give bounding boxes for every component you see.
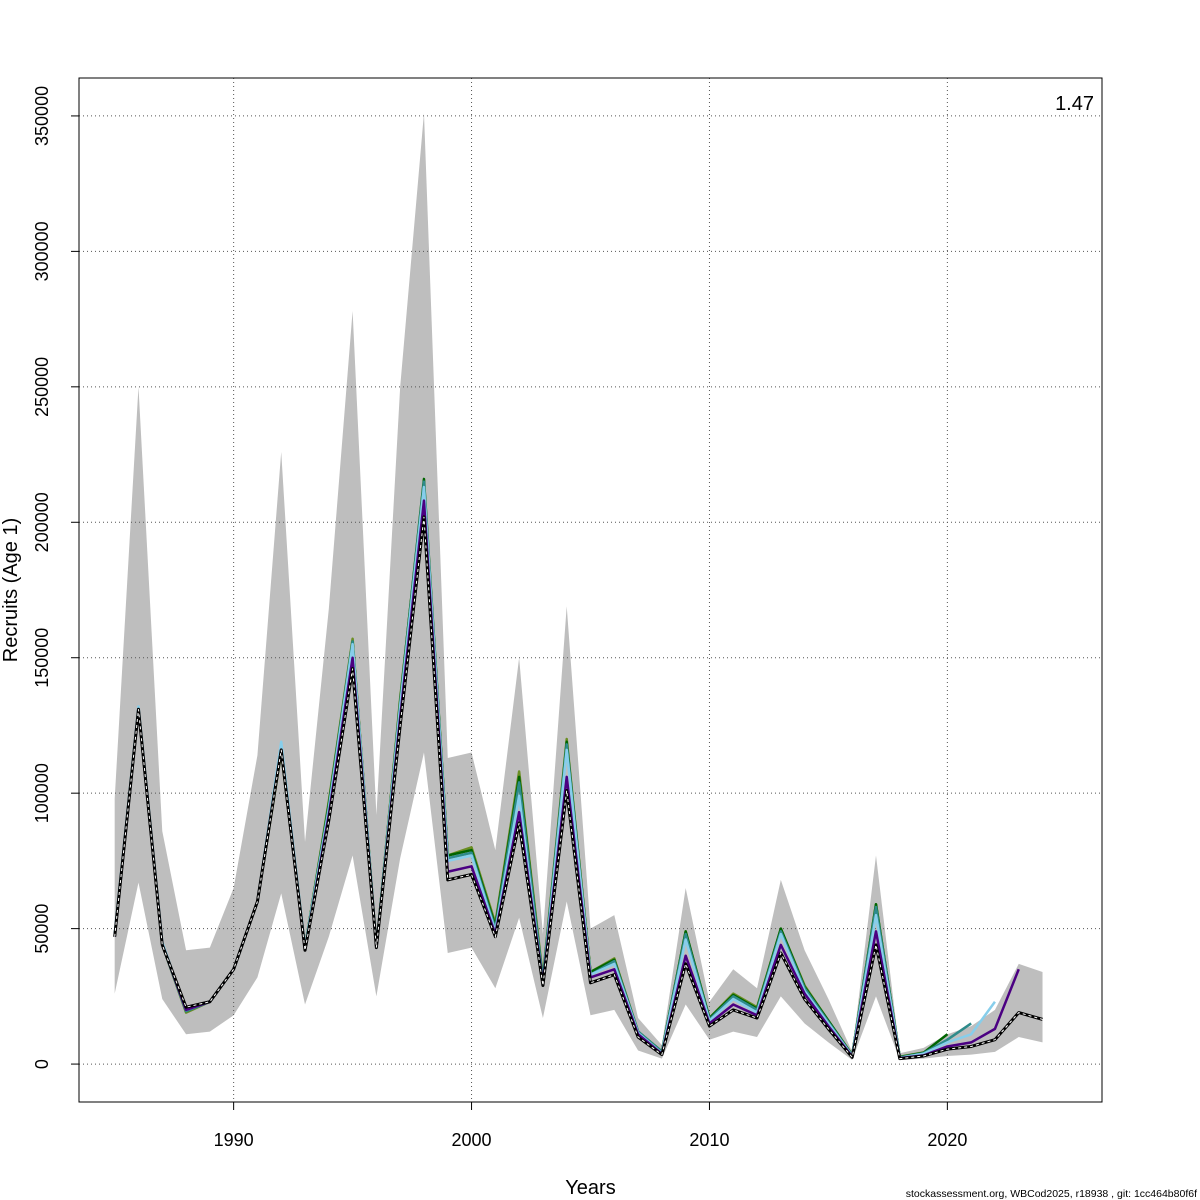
y-axis-title: Recruits (Age 1) xyxy=(0,518,22,663)
x-tick-label: 2010 xyxy=(689,1130,729,1150)
y-tick-label: 150000 xyxy=(32,628,52,688)
y-axis: 0 50000 100000 150000 200000 250000 300000 3500… xyxy=(32,86,79,1069)
confidence-band xyxy=(114,113,1043,1061)
x-tick-label: 2000 xyxy=(452,1130,492,1150)
plot-frame xyxy=(78,77,1103,1103)
x-tick-label: 1990 xyxy=(214,1130,254,1150)
series-layer xyxy=(113,477,1043,1061)
y-tick-label: 250000 xyxy=(32,357,52,417)
footer-note: stockassessment.org, WBCod2025, r18938 ,… xyxy=(906,1188,1197,1200)
x-axis-title: Years xyxy=(565,1177,615,1199)
x-tick-label: 2020 xyxy=(927,1130,967,1150)
base-line-dash xyxy=(114,516,1043,1060)
y-tick-label: 0 xyxy=(32,1059,52,1069)
y-tick-label: 350000 xyxy=(32,86,52,146)
y-tick-label: 100000 xyxy=(32,763,52,823)
x-axis: 1990 2000 2010 2020 xyxy=(214,1102,967,1150)
confidence-band-layer xyxy=(114,113,1043,1061)
grid-layer xyxy=(79,78,1102,1102)
y-tick-label: 300000 xyxy=(32,221,52,281)
y-tick-label: 50000 xyxy=(32,904,52,954)
y-tick-label: 200000 xyxy=(32,492,52,552)
rho-value: 1.47 xyxy=(1055,93,1094,115)
